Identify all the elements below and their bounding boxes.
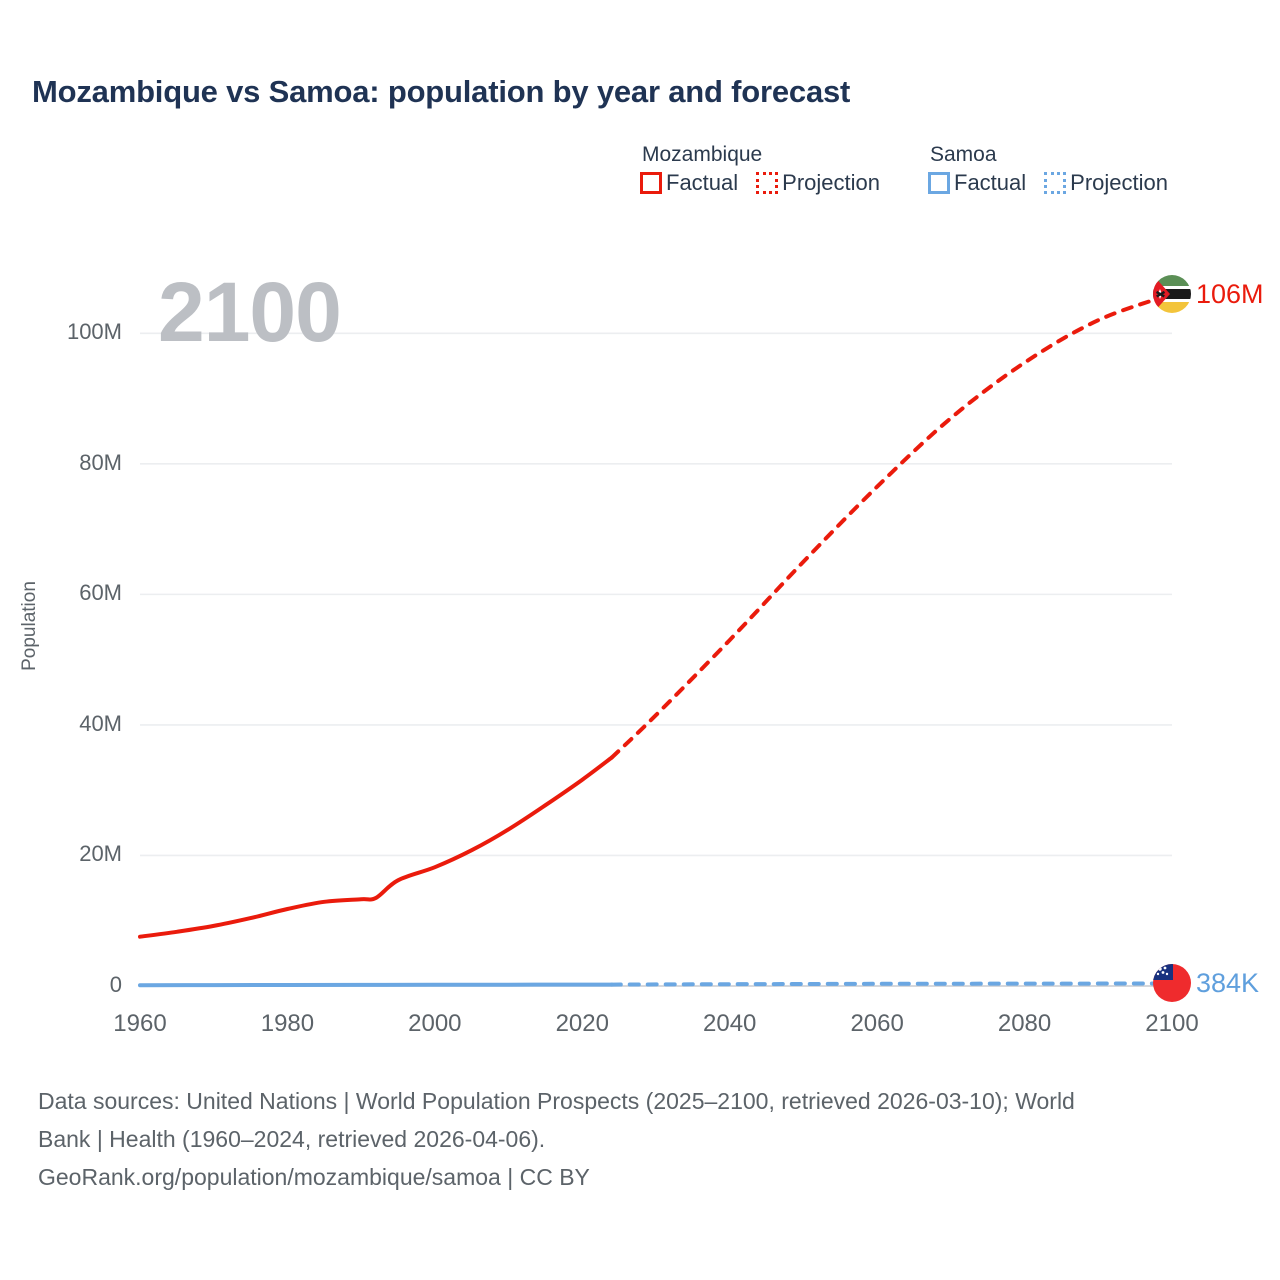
legend-label-mozambique-projection: Projection [782,170,880,195]
legend-item-samoa-factual[interactable]: Factual [928,172,1026,194]
y-axis-tick-label: 0 [109,972,122,997]
x-axis-tick-label: 2000 [408,1010,462,1037]
legend-group-mozambique: Mozambique Factual Projection [640,142,880,194]
chart-plot-area: 2100 Population 0 20M 40M 60M 80M 100M 1960 19… [19,265,1264,1037]
chart-legend: Mozambique Factual Projection Samoa Fact… [640,142,1168,194]
endpoint-marker-samoa[interactable]: 384K [1153,964,1260,1003]
footer: Data sources: United Nations | World Pop… [38,1082,1248,1196]
endpoint-marker-mozambique[interactable]: 106M [1153,275,1264,314]
page-title: Mozambique vs Samoa: population by year … [32,74,851,109]
legend-label-mozambique-factual: Factual [666,170,739,195]
y-axis-tick-label: 80M [79,449,122,475]
legend-group-samoa: Samoa Factual Projection [928,142,1168,194]
legend-swatch-dotted-icon [1044,172,1067,194]
x-axis-tick-label: 1980 [260,1010,315,1037]
legend-item-mozambique-factual[interactable]: Factual [640,172,738,194]
x-axis-tick-label: 2080 [997,1010,1052,1037]
footer-sources-line-1: Data sources: United Nations | World Pop… [38,1088,1075,1114]
x-axis-tick-label: 2020 [555,1010,609,1037]
data-series-layer [138,292,1174,988]
endpoint-value-samoa: 384K [1196,967,1260,998]
legend-swatch-solid-icon [928,172,950,194]
series-line-samoa-projection [609,981,1174,987]
legend-swatch-solid-icon [640,172,662,194]
chart-canvas [138,292,1174,988]
footer-attribution: GeoRank.org/population/mozambique/samoa … [38,1164,590,1190]
x-axis-tick-label: 2040 [703,1010,757,1037]
legend-swatch-dotted-icon [756,172,779,194]
legend-group-title-samoa: Samoa [930,143,997,166]
legend-label-samoa-factual: Factual [954,170,1027,195]
gridlines [140,332,1172,987]
legend-item-samoa-projection[interactable]: Projection [1044,172,1168,194]
y-axis-tick-label: 60M [79,580,122,606]
legend-label-samoa-projection: Projection [1070,170,1168,195]
y-axis-tick-label: 100M [66,319,122,345]
series-line-mozambique-projection [609,292,1174,760]
series-line-mozambique-factual [138,755,614,939]
footer-sources-line-2: Bank | Health (1960–2024, retrieved 2026… [38,1126,546,1152]
endpoint-value-mozambique: 106M [1196,278,1264,309]
legend-entries-samoa: Factual Projection [928,172,1168,194]
samoa-flag-icon [1153,964,1191,1003]
mozambique-flag-icon [1153,275,1191,314]
y-axis-tick-label: 40M [79,710,122,736]
legend-group-title-mozambique: Mozambique [642,143,763,166]
y-axis-tick-label: 20M [79,841,122,867]
legend-entries-mozambique: Factual Projection [640,172,880,194]
series-line-samoa-factual [138,982,614,988]
legend-item-mozambique-projection[interactable]: Projection [756,172,880,194]
x-axis-tick-label: 2100 [1145,1010,1199,1037]
x-axis-tick-label: 1960 [113,1010,167,1037]
year-watermark: 2100 [158,265,342,359]
x-axis-tick-label: 2060 [850,1010,904,1037]
